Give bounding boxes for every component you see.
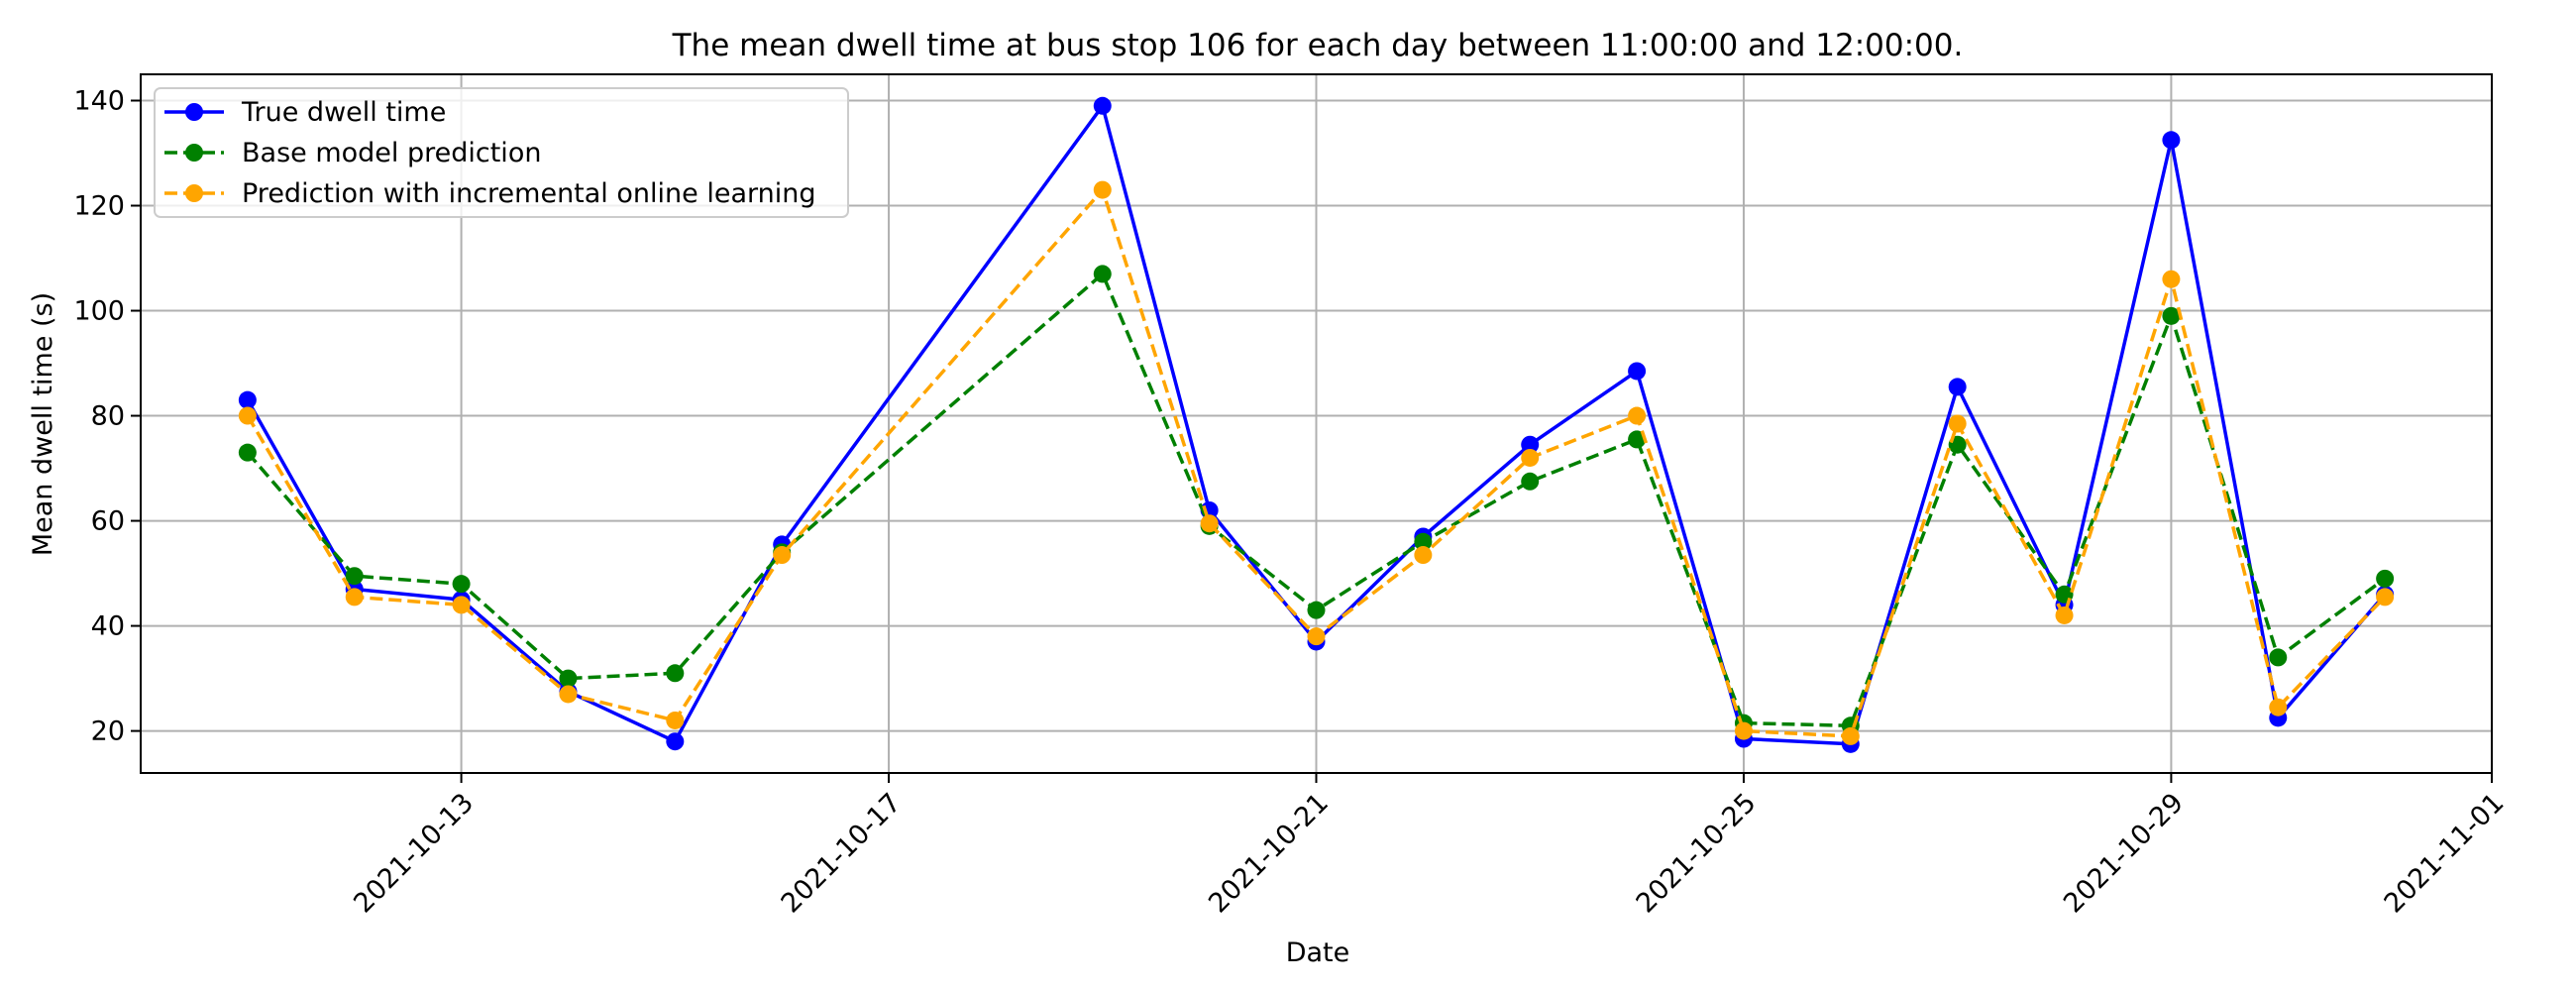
y-tick-label: 60 <box>91 506 125 537</box>
data-point <box>1414 532 1433 551</box>
data-point <box>238 406 257 425</box>
data-point <box>666 732 685 751</box>
data-point <box>1414 546 1433 565</box>
data-point <box>2376 569 2395 588</box>
data-point <box>1307 601 1326 619</box>
x-axis-label: Date <box>1286 937 1350 968</box>
data-point <box>1628 430 1647 449</box>
data-point <box>1734 721 1753 740</box>
legend-label: True dwell time <box>241 97 446 128</box>
data-point <box>1307 627 1326 646</box>
y-tick-label: 140 <box>73 86 125 117</box>
series-group <box>238 96 2395 753</box>
y-axis: 20 40 60 80 100 120 140 <box>73 86 141 747</box>
y-tick-label: 80 <box>91 401 125 432</box>
data-point <box>345 567 364 586</box>
y-tick-label: 20 <box>91 716 125 747</box>
data-point <box>1948 414 1967 433</box>
y-tick-label: 40 <box>91 611 125 642</box>
legend-label: Prediction with incremental online learn… <box>242 178 816 209</box>
data-point <box>1628 406 1647 425</box>
data-point <box>452 596 471 614</box>
grid-lines <box>141 74 2493 773</box>
legend-item: Prediction with incremental online learn… <box>164 178 816 209</box>
data-point <box>1093 180 1112 199</box>
data-point <box>666 664 685 683</box>
data-point <box>1521 472 1540 491</box>
legend-marker <box>185 144 203 162</box>
legend-label: Base model prediction <box>242 138 541 168</box>
data-point <box>345 588 364 606</box>
data-point <box>2162 131 2181 150</box>
data-point <box>2376 588 2395 606</box>
legend-item: True dwell time <box>164 97 446 128</box>
data-point <box>559 685 578 704</box>
y-axis-label: Mean dwell time (s) <box>28 292 58 556</box>
legend-item: Base model prediction <box>164 138 541 168</box>
legend: True dwell time Base model prediction Pred… <box>154 87 849 218</box>
legend-marker <box>185 184 203 202</box>
data-point <box>1628 362 1647 381</box>
data-point <box>452 575 471 594</box>
data-point <box>1200 514 1219 533</box>
data-point <box>238 390 257 409</box>
data-point <box>1948 378 1967 396</box>
data-point <box>559 669 578 688</box>
y-tick-label: 100 <box>73 296 125 327</box>
data-point <box>666 711 685 729</box>
series-3 <box>238 180 2395 745</box>
data-point <box>238 443 257 462</box>
data-point <box>1521 435 1540 454</box>
data-point <box>1093 96 1112 115</box>
data-point <box>1093 265 1112 283</box>
y-tick-label: 120 <box>73 191 125 222</box>
chart-title: The mean dwell time at bus stop 106 for … <box>672 28 1964 63</box>
data-point <box>2162 270 2181 288</box>
data-point <box>2162 306 2181 325</box>
data-point <box>2055 606 2074 624</box>
data-point <box>773 546 792 565</box>
data-point <box>2269 648 2288 667</box>
data-point <box>1521 448 1540 467</box>
legend-marker <box>185 103 203 121</box>
data-point <box>1841 726 1860 745</box>
data-point <box>2269 698 2288 716</box>
legend-box <box>154 87 849 218</box>
